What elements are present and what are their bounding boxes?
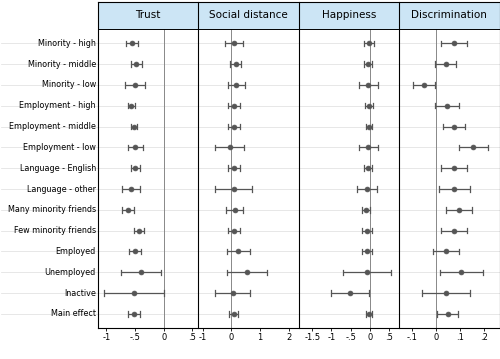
Text: Happiness: Happiness — [322, 10, 376, 20]
Text: Many minority friends: Many minority friends — [8, 205, 96, 214]
Text: Minority - low: Minority - low — [42, 80, 96, 89]
Text: Employment - high: Employment - high — [20, 101, 96, 110]
Text: Discrimination: Discrimination — [412, 10, 487, 20]
Text: Employment - low: Employment - low — [23, 143, 96, 152]
Text: Main effect: Main effect — [51, 309, 96, 318]
Text: Trust: Trust — [136, 10, 160, 20]
Text: Language - English: Language - English — [20, 164, 96, 173]
Text: Social distance: Social distance — [209, 10, 288, 20]
Text: Unemployed: Unemployed — [44, 268, 96, 277]
Text: Minority - middle: Minority - middle — [28, 60, 96, 69]
Text: Language - other: Language - other — [27, 185, 96, 194]
Text: Employment - middle: Employment - middle — [9, 122, 96, 131]
Text: Employed: Employed — [56, 247, 96, 256]
Text: Minority - high: Minority - high — [38, 39, 96, 48]
Text: Few minority friends: Few minority friends — [14, 226, 96, 235]
Text: Inactive: Inactive — [64, 289, 96, 298]
